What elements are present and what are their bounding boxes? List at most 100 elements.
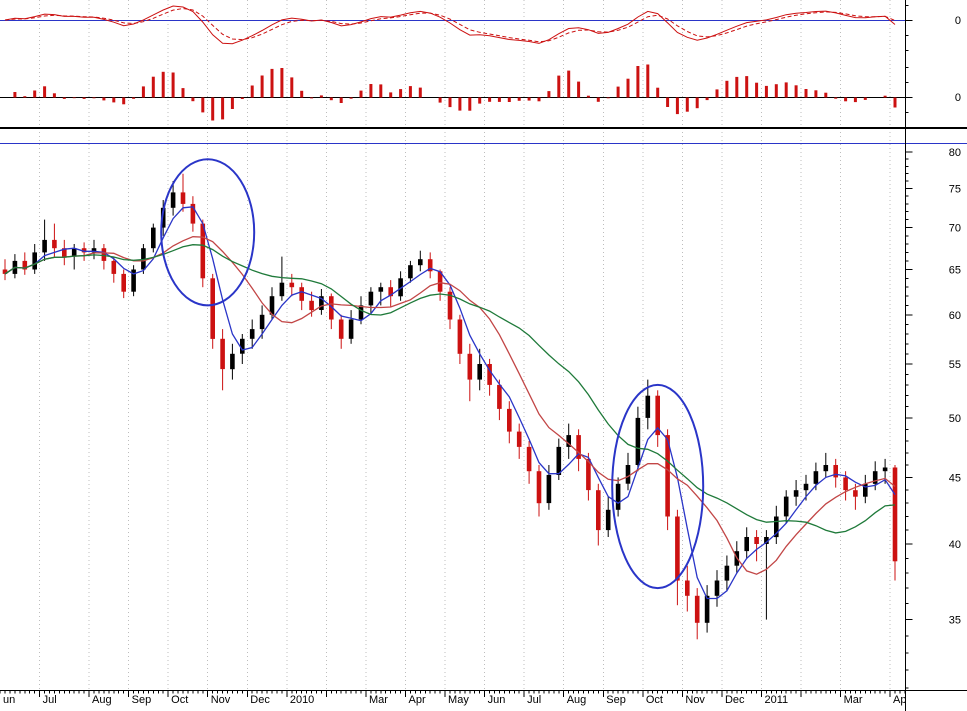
candle-body (160, 207, 166, 228)
candle-body (635, 417, 641, 465)
candle-body (872, 471, 878, 484)
panel-separators (0, 127, 967, 144)
x-axis-label: Dec (250, 694, 270, 706)
candle-body (427, 259, 433, 272)
x-axis-label: Nov (211, 694, 231, 706)
y-axis-label: 55 (949, 359, 961, 371)
candle-body (190, 203, 196, 224)
candles-layer (2, 173, 898, 640)
x-axis-label: Oct (646, 694, 663, 706)
candle-body (249, 329, 255, 339)
candle-body (694, 595, 700, 623)
x-axis-label: Nov (685, 694, 705, 706)
candle-body (240, 338, 245, 354)
candle-body (447, 291, 453, 320)
candle-body (348, 319, 354, 339)
candle-body (368, 291, 374, 306)
candle-body (823, 465, 829, 472)
candle-body (81, 248, 87, 253)
candle-body (704, 595, 710, 623)
y-axis-label: 80 (949, 147, 961, 159)
ma-slow-line (4, 244, 896, 534)
x-axis-label: Dec (725, 694, 745, 706)
candle-body (279, 282, 285, 297)
candle-body (843, 477, 848, 491)
candle-body (319, 296, 324, 310)
x-axis-label: Jun (488, 694, 506, 706)
candle-body (655, 395, 660, 436)
candle-body (783, 496, 789, 517)
candle-body (853, 490, 858, 497)
candle-body (546, 474, 552, 504)
candle-body (675, 516, 680, 581)
candle-body (398, 278, 403, 297)
candle-body (793, 490, 799, 497)
x-axis-label: 2010 (290, 694, 314, 706)
candle-body (576, 435, 581, 459)
candle-body (477, 364, 482, 380)
x-axis-label: Mar (844, 694, 863, 706)
candle-body (457, 319, 463, 354)
x-axis-label: Jul (43, 694, 57, 706)
candle-body (685, 580, 690, 596)
crossover-circle-2010 (611, 383, 705, 590)
indicator-zero-label: 0 (955, 92, 961, 104)
candle-body (299, 287, 304, 301)
candle-body (121, 273, 126, 292)
moving-averages (4, 206, 896, 600)
x-axis-label: Apr (409, 694, 426, 706)
y-axis-label: 75 (949, 184, 961, 196)
candle-body (269, 296, 275, 315)
candle-body (22, 260, 28, 270)
candle-body (180, 192, 186, 204)
candle-body (833, 465, 838, 478)
x-axis-label: Ap (893, 694, 906, 706)
candle-body (882, 467, 888, 472)
candle-body (338, 319, 344, 339)
candle-body (230, 353, 235, 370)
candle-body (437, 271, 443, 292)
candle-body (665, 435, 670, 517)
candle-body (615, 483, 621, 510)
candle-body (586, 458, 591, 491)
crossover-circle-2009 (160, 158, 256, 307)
candle-body (388, 287, 393, 297)
candle-body (329, 296, 334, 320)
candle-body (596, 490, 601, 531)
y-axis-label: 45 (949, 472, 961, 484)
y-axis-label: 40 (949, 539, 961, 551)
candle-body (289, 282, 295, 288)
candle-body (507, 408, 512, 432)
macd-line (4, 5, 896, 45)
x-axis-label: Mar (369, 694, 388, 706)
x-axis-label: Sep (606, 694, 626, 706)
x-axis-label: 2011 (765, 694, 789, 706)
x-axis-label: Jul (527, 694, 541, 706)
y-axis-label: 70 (949, 223, 961, 235)
candle-body (91, 248, 97, 253)
candle-body (892, 467, 898, 562)
candle-body (754, 537, 759, 544)
candle-body (536, 471, 542, 504)
annotations (160, 158, 705, 590)
candle-body (408, 265, 413, 279)
candle-body (566, 435, 571, 447)
indicator-zero-label: 0 (955, 15, 961, 27)
candle-body (111, 260, 117, 274)
gridline-layer (39, 0, 891, 690)
candle-body (724, 565, 730, 581)
candle-body (131, 269, 136, 292)
candle-body (151, 227, 156, 249)
candle-body (378, 287, 384, 292)
candle-body (418, 259, 423, 266)
x-axis-label: May (448, 694, 469, 706)
candle-body (42, 239, 47, 253)
candle-body (32, 252, 37, 270)
candle-body (863, 483, 868, 497)
candle-body (71, 248, 77, 257)
candle-body (714, 580, 720, 596)
x-axis-label: Sep (132, 694, 152, 706)
candle-body (101, 248, 107, 261)
